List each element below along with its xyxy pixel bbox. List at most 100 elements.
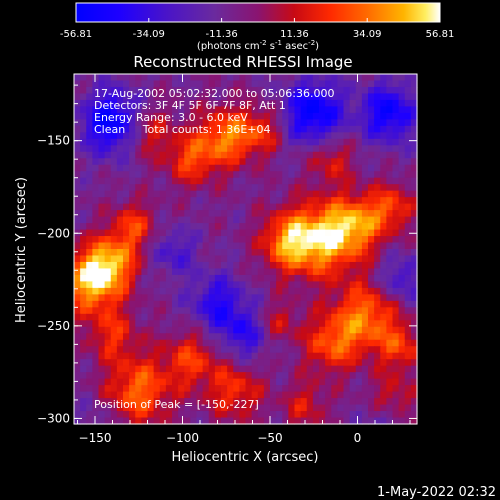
heatmap-cell <box>374 404 381 412</box>
heatmap-cell <box>227 171 234 179</box>
heatmap-cell <box>239 119 247 127</box>
heatmap-cell <box>257 158 265 166</box>
heatmap-cell <box>337 216 345 224</box>
heatmap-cell <box>221 145 228 153</box>
heatmap-cell <box>380 171 387 179</box>
heatmap-cell <box>368 261 375 270</box>
heatmap-cell <box>245 80 253 88</box>
heatmap-cell <box>312 385 320 393</box>
heatmap-cell <box>233 99 240 108</box>
heatmap-cell <box>147 261 155 270</box>
heatmap-cell <box>294 99 302 108</box>
heatmap-cell <box>214 151 222 159</box>
heatmap-cell <box>123 145 130 153</box>
heatmap-cell <box>135 378 142 386</box>
heatmap-cell <box>257 391 265 399</box>
heatmap-cell <box>233 307 240 315</box>
heatmap-cell <box>165 112 173 120</box>
heatmap-cell <box>300 359 308 367</box>
heatmap-cell <box>184 391 191 399</box>
heatmap-cell <box>306 294 314 302</box>
heatmap-cell <box>392 164 400 172</box>
heatmap-cell <box>276 112 283 120</box>
heatmap-cell <box>147 365 155 373</box>
heatmap-cell <box>300 411 308 419</box>
heatmap-cell <box>386 385 394 393</box>
heatmap-cell <box>294 346 302 354</box>
heatmap-cell <box>361 411 369 419</box>
heatmap-cell <box>110 184 118 192</box>
heatmap-cell <box>147 93 155 101</box>
heatmap-cell <box>343 132 351 140</box>
heatmap-cell <box>141 132 149 140</box>
heatmap-cell <box>178 372 185 380</box>
heatmap-cell <box>221 320 228 328</box>
heatmap-cell <box>227 190 234 198</box>
heatmap-cell <box>410 203 418 211</box>
heatmap-cell <box>172 125 179 133</box>
heatmap-cell <box>123 99 130 108</box>
heatmap-cell <box>312 294 320 302</box>
heatmap-cell <box>306 391 314 399</box>
heatmap-cell <box>270 255 277 263</box>
heatmap-cell <box>319 197 326 205</box>
heatmap-cell <box>398 333 406 341</box>
heatmap-cell <box>196 93 204 101</box>
heatmap-cell <box>319 411 326 419</box>
heatmap-cell <box>116 210 124 218</box>
heatmap-cell <box>153 223 161 231</box>
heatmap-cell <box>331 125 338 133</box>
heatmap-cell <box>214 417 222 425</box>
heatmap-cell <box>153 411 161 419</box>
heatmap-cell <box>172 171 179 179</box>
heatmap-cell <box>178 145 185 153</box>
heatmap-cell <box>312 151 320 159</box>
heatmap-cell <box>263 255 271 263</box>
heatmap-cell <box>153 197 161 205</box>
heatmap-cell <box>337 132 345 140</box>
heatmap-cell <box>86 151 93 159</box>
heatmap-cell <box>263 229 271 237</box>
heatmap-cell <box>368 106 375 114</box>
heatmap-cell <box>227 365 234 373</box>
y-tick-label: −300 <box>37 411 70 425</box>
heatmap-cell <box>178 203 185 211</box>
heatmap-cell <box>184 106 191 114</box>
heatmap-cell <box>178 190 185 198</box>
heatmap-cell <box>343 352 351 360</box>
heatmap-cell <box>368 391 375 399</box>
heatmap-cell <box>110 313 118 321</box>
heatmap-cell <box>221 112 228 120</box>
heatmap-cell <box>141 352 149 360</box>
heatmap-cell <box>245 158 253 166</box>
heatmap-cell <box>116 346 124 354</box>
heatmap-cell <box>392 112 400 120</box>
heatmap-cell <box>325 80 332 88</box>
heatmap-cell <box>86 281 93 289</box>
heatmap-cell <box>110 242 118 250</box>
heatmap-cell <box>245 112 253 120</box>
heatmap-cell <box>392 249 400 257</box>
heatmap-cell <box>282 268 289 276</box>
heatmap-cell <box>325 125 332 133</box>
heatmap-cell <box>98 320 106 328</box>
heatmap-cell <box>392 80 400 88</box>
heatmap-cell <box>251 99 259 108</box>
heatmap-cell <box>221 197 228 205</box>
heatmap-cell <box>80 261 87 270</box>
heatmap-cell <box>404 119 412 127</box>
heatmap-cell <box>355 223 363 231</box>
heatmap-cell <box>233 210 240 218</box>
heatmap-cell <box>343 372 351 380</box>
heatmap-cell <box>331 346 338 354</box>
heatmap-cell <box>239 313 247 321</box>
heatmap-cell <box>135 210 142 218</box>
heatmap-cell <box>196 372 204 380</box>
heatmap-cell <box>104 417 112 425</box>
heatmap-cell <box>288 274 296 283</box>
heatmap-cell <box>153 80 161 88</box>
heatmap-cell <box>257 132 265 140</box>
heatmap-cell <box>202 372 210 380</box>
heatmap-cell <box>104 236 112 244</box>
heatmap-cell <box>202 236 210 244</box>
